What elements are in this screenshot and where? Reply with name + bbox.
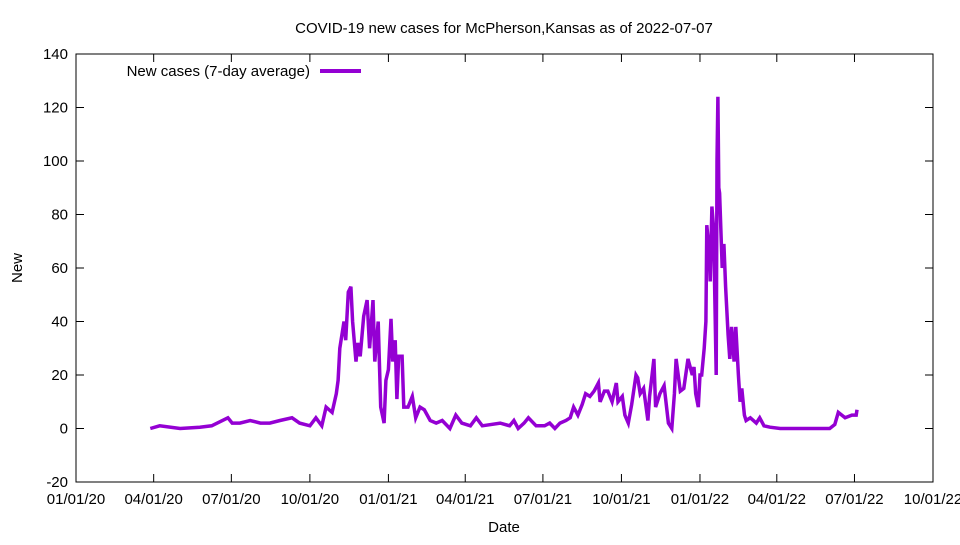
y-axis: -20 0 20 40 60 80 100 120 140: [43, 46, 933, 491]
x-tick-label: 07/01/21: [514, 491, 572, 508]
x-tick-label: 01/01/22: [671, 491, 729, 508]
y-tick-label: 120: [43, 100, 68, 117]
x-axis-label: Date: [488, 519, 520, 536]
x-tick-label: 01/01/21: [359, 491, 417, 508]
x-tick-label: 04/01/22: [748, 491, 806, 508]
x-tick-label: 10/01/22: [904, 491, 960, 508]
legend: New cases (7-day average): [127, 63, 361, 80]
y-tick-label: 140: [43, 46, 68, 63]
y-tick-label: 20: [51, 367, 68, 384]
y-tick-label: -20: [46, 474, 68, 491]
series-lines: [149, 96, 859, 434]
x-axis: 01/01/20 04/01/20 07/01/20 10/01/20 01/01/21…: [47, 54, 960, 508]
x-tick-label: 04/01/21: [436, 491, 494, 508]
y-tick-label: 100: [43, 153, 68, 170]
series-line: [149, 96, 859, 434]
x-tick-label: 07/01/20: [202, 491, 260, 508]
y-tick-label: 60: [51, 260, 68, 277]
x-tick-label: 04/01/20: [124, 491, 182, 508]
plot-frame: [75, 53, 934, 483]
y-tick-label: 40: [51, 314, 68, 331]
x-tick-label: 10/01/21: [592, 491, 650, 508]
x-tick-label: 07/01/22: [825, 491, 883, 508]
y-tick-label: 0: [60, 421, 68, 438]
chart-title: COVID-19 new cases for McPherson,Kansas …: [295, 20, 713, 37]
y-tick-label: 80: [51, 207, 68, 224]
y-axis-label: New: [9, 253, 26, 283]
x-tick-label: 01/01/20: [47, 491, 105, 508]
legend-label: New cases (7-day average): [127, 63, 310, 80]
x-tick-label: 10/01/20: [281, 491, 339, 508]
